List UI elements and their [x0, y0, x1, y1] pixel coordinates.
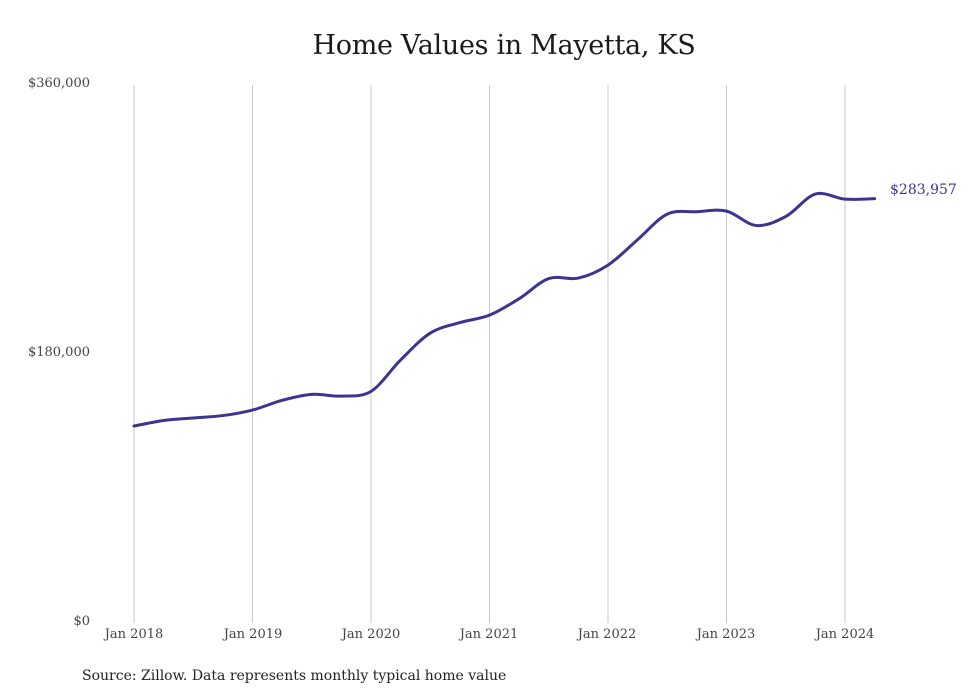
chart-title: Home Values in Mayetta, KS: [312, 30, 696, 61]
x-tick-jan-2019: Jan 2019: [223, 627, 283, 642]
vertical-gridlines: [133, 85, 846, 623]
x-tick-jan-2024: Jan 2024: [815, 627, 875, 642]
x-tick-jan-2018: Jan 2018: [104, 627, 164, 642]
y-tick-360000: $360,000: [27, 76, 90, 91]
source-note: Source: Zillow. Data represents monthly …: [82, 668, 507, 684]
x-tick-jan-2020: Jan 2020: [341, 627, 401, 642]
y-tick-0: $0: [73, 614, 90, 629]
y-tick-180000: $180,000: [27, 345, 90, 360]
latest-value-label: $283,957: [890, 182, 957, 198]
x-tick-jan-2021: Jan 2021: [459, 627, 519, 642]
x-tick-jan-2022: Jan 2022: [577, 627, 637, 642]
x-tick-jan-2023: Jan 2023: [696, 627, 756, 642]
home-value-line: [132, 191, 877, 428]
